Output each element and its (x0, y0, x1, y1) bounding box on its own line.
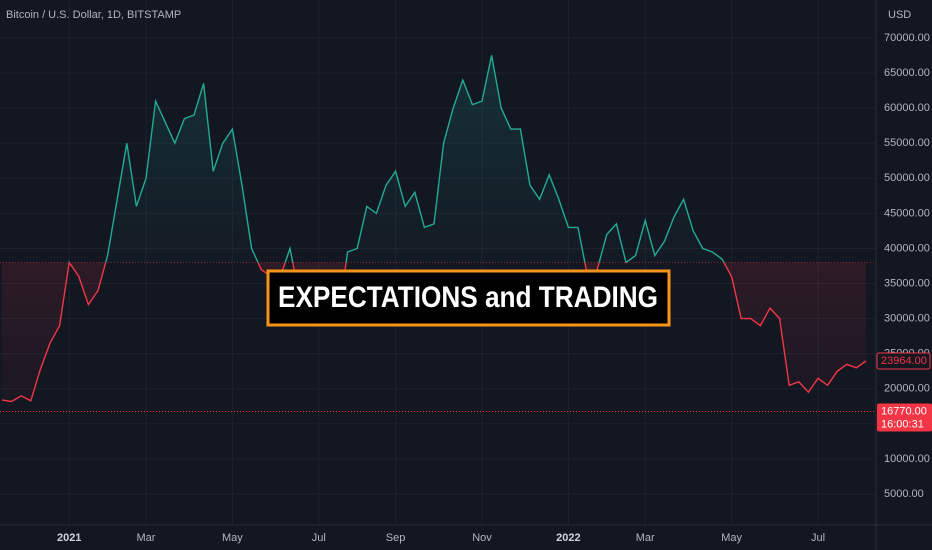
x-tick-label: Jul (811, 532, 825, 544)
area (2, 55, 866, 402)
y-tick-label: 45000.00 (884, 207, 930, 219)
x-tick-label: May (721, 532, 742, 544)
annotation-text: EXPECTATIONS and TRADING (278, 281, 658, 314)
y-tick-label: 60000.00 (884, 102, 930, 114)
x-tick-label: Sep (386, 532, 406, 544)
y-tick-label: 70000.00 (884, 32, 930, 44)
y-tick-label: 30000.00 (884, 313, 930, 325)
currency-label: USD (888, 9, 911, 21)
countdown-label: 16:00:31 (881, 418, 924, 430)
x-tick-label: Nov (472, 532, 492, 544)
y-tick-label: 20000.00 (884, 383, 930, 395)
x-tick-label: 2021 (57, 532, 81, 544)
annotation-frame (266, 269, 671, 327)
y-tick-label: 50000.00 (884, 172, 930, 184)
x-tick-label: May (222, 532, 243, 544)
last-price-box (876, 352, 931, 370)
y-tick-label: 55000.00 (884, 137, 930, 149)
x-tick-label: 2022 (556, 532, 580, 544)
price-line (1, 55, 867, 403)
y-tick-label: 10000.00 (884, 453, 930, 465)
y-tick-label: 35000.00 (884, 277, 930, 289)
last-price-label: 23964.00 (881, 355, 927, 367)
x-tick-label: Mar (137, 532, 156, 544)
y-tick-label: 40000.00 (884, 242, 930, 254)
current-price-box (877, 403, 932, 432)
x-tick-label: Jul (312, 532, 326, 544)
current-price-label: 16770.00 (881, 405, 927, 417)
annotation-box: EXPECTATIONS and TRADING (266, 269, 671, 327)
y-tick-label: 5000.00 (884, 488, 924, 500)
chart-title: Bitcoin / U.S. Dollar, 1D, BITSTAMP (6, 9, 181, 21)
x-tick-label: Mar (636, 532, 655, 544)
y-tick-label: 65000.00 (884, 67, 930, 79)
